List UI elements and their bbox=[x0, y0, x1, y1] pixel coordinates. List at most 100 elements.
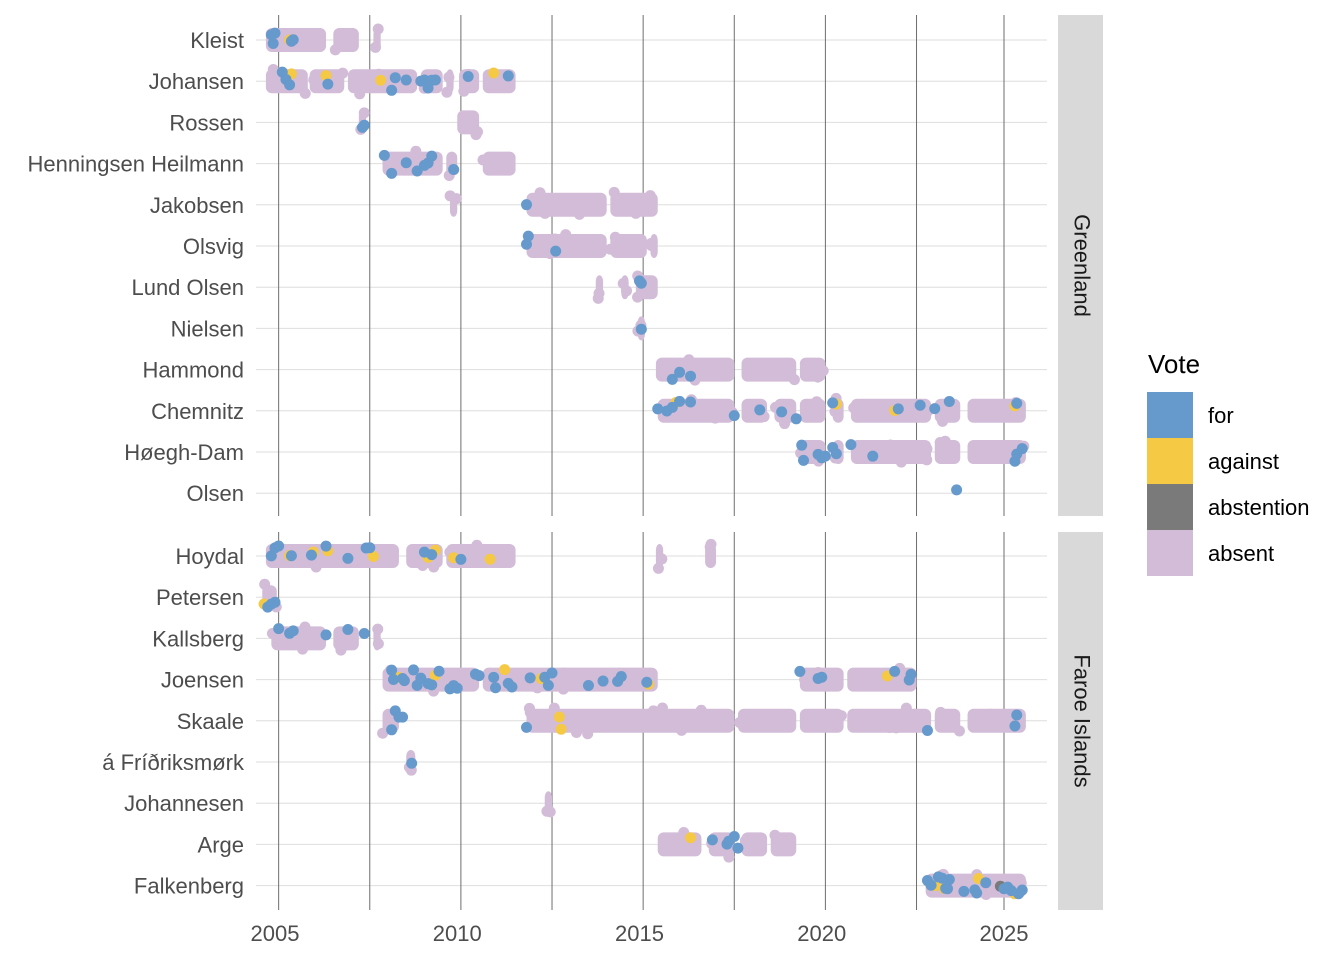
absent-point bbox=[739, 835, 751, 847]
vote-point-for bbox=[524, 672, 536, 684]
facet-strip bbox=[1058, 15, 1103, 516]
vote-point-for bbox=[816, 671, 828, 683]
absent-point bbox=[337, 67, 349, 79]
absent-point bbox=[758, 364, 770, 376]
vote-point-for bbox=[400, 157, 412, 169]
legend-key bbox=[1147, 392, 1193, 438]
vote-point-for bbox=[267, 37, 279, 49]
x-tick-label: 2005 bbox=[251, 921, 300, 946]
absent-point bbox=[937, 415, 949, 427]
vote-point-for bbox=[685, 396, 697, 408]
legend-item-absent: absent bbox=[1147, 530, 1274, 576]
absent-point bbox=[773, 363, 785, 375]
absent-point bbox=[410, 145, 422, 157]
y-tick-label: Arge bbox=[198, 832, 244, 857]
vote-point-for bbox=[666, 373, 678, 385]
absent-point bbox=[310, 561, 322, 573]
vote-point-for bbox=[794, 665, 806, 677]
vote-point-for bbox=[398, 675, 410, 687]
absent-point bbox=[617, 278, 629, 290]
vote-point-for bbox=[754, 404, 766, 416]
absent-point bbox=[935, 706, 947, 718]
y-tick-label: Petersen bbox=[156, 585, 244, 610]
facet-faroe-islands: Hoydal Petersen Kallsberg Joensen Skaale á Fr… bbox=[102, 532, 1103, 910]
row-nielsen: Nielsen bbox=[171, 316, 647, 341]
legend-key bbox=[1147, 484, 1193, 530]
absent-point bbox=[656, 702, 668, 714]
vote-point-against bbox=[488, 67, 500, 79]
y-tick-label: Olsvig bbox=[183, 234, 244, 259]
vote-point-for bbox=[342, 552, 354, 564]
absent-point bbox=[835, 710, 847, 722]
vote-point-for bbox=[582, 680, 594, 692]
absent-point bbox=[676, 724, 688, 736]
vote-point-for bbox=[400, 74, 412, 86]
absent-point bbox=[471, 539, 483, 551]
vote-point-for bbox=[386, 167, 398, 179]
vote-point-for bbox=[943, 395, 955, 407]
legend: Vote for against abstention absent bbox=[1147, 349, 1310, 576]
absent-point bbox=[825, 720, 837, 732]
absent-point bbox=[557, 683, 569, 695]
y-tick-label: Lund Olsen bbox=[131, 275, 244, 300]
vote-point-for bbox=[666, 401, 678, 413]
vote-point-against bbox=[484, 553, 496, 565]
absent-point bbox=[984, 708, 996, 720]
x-axis: 2005 2010 2015 2020 2025 bbox=[251, 921, 1029, 946]
vote-point-for bbox=[287, 625, 299, 637]
vote-point-for bbox=[652, 403, 664, 415]
vote-point-for bbox=[674, 395, 686, 407]
absent-point bbox=[539, 207, 551, 219]
facet-panels: Kleist Johansen Rossen Henningsen Heilmann J… bbox=[28, 15, 1103, 910]
absent-point bbox=[632, 291, 644, 303]
y-tick-label: Hammond bbox=[143, 358, 244, 383]
legend-item-abstention: abstention bbox=[1147, 484, 1310, 530]
absent-point bbox=[582, 728, 594, 740]
vote-point-for bbox=[364, 542, 376, 554]
facet-strip-label: Greenland bbox=[1070, 214, 1095, 317]
vote-point-for bbox=[397, 711, 409, 723]
vote-point-against bbox=[685, 832, 697, 844]
y-tick-label: Skaale bbox=[177, 709, 244, 734]
legend-item-against: against bbox=[1147, 438, 1279, 484]
vote-point-for bbox=[389, 72, 401, 84]
vote-point-for bbox=[426, 679, 438, 691]
row-høegh-dam: Høegh-Dam bbox=[124, 435, 1030, 468]
absent-point bbox=[372, 23, 384, 35]
vote-point-for bbox=[455, 553, 467, 565]
absent-point bbox=[652, 562, 664, 574]
absent-point bbox=[592, 292, 604, 304]
absent-point bbox=[848, 672, 860, 684]
absent-point bbox=[443, 71, 455, 83]
vote-point-for bbox=[546, 667, 558, 679]
vote-point-for bbox=[387, 674, 399, 686]
vote-point-for bbox=[506, 681, 518, 693]
vote-point-for bbox=[358, 628, 370, 640]
vote-point-for bbox=[867, 450, 879, 462]
absent-point bbox=[982, 441, 994, 453]
vote-point-for bbox=[798, 454, 810, 466]
absent-point bbox=[523, 702, 535, 714]
vote-point-for bbox=[488, 671, 500, 683]
absent-point bbox=[458, 85, 470, 97]
absent-point bbox=[444, 190, 456, 202]
vote-point-against bbox=[375, 74, 387, 86]
absent-point bbox=[609, 231, 621, 243]
legend-label: for bbox=[1208, 403, 1234, 428]
absent-point bbox=[644, 190, 656, 202]
vote-point-for bbox=[522, 230, 534, 242]
absent-point bbox=[568, 717, 580, 729]
y-tick-label: Johansen bbox=[149, 69, 244, 94]
row-joensen: Joensen bbox=[161, 662, 917, 697]
absent-point bbox=[299, 621, 311, 633]
vote-point-for bbox=[951, 484, 963, 496]
vote-point-for bbox=[1011, 709, 1023, 721]
legend-title: Vote bbox=[1148, 349, 1200, 379]
vote-point-against bbox=[367, 550, 379, 562]
vote-point-for bbox=[284, 79, 296, 91]
vote-point-for bbox=[635, 277, 647, 289]
y-tick-label: Henningsen Heilmann bbox=[28, 152, 244, 177]
vote-point-for bbox=[273, 623, 285, 635]
absent-point bbox=[604, 243, 616, 255]
absent-point bbox=[855, 680, 867, 692]
